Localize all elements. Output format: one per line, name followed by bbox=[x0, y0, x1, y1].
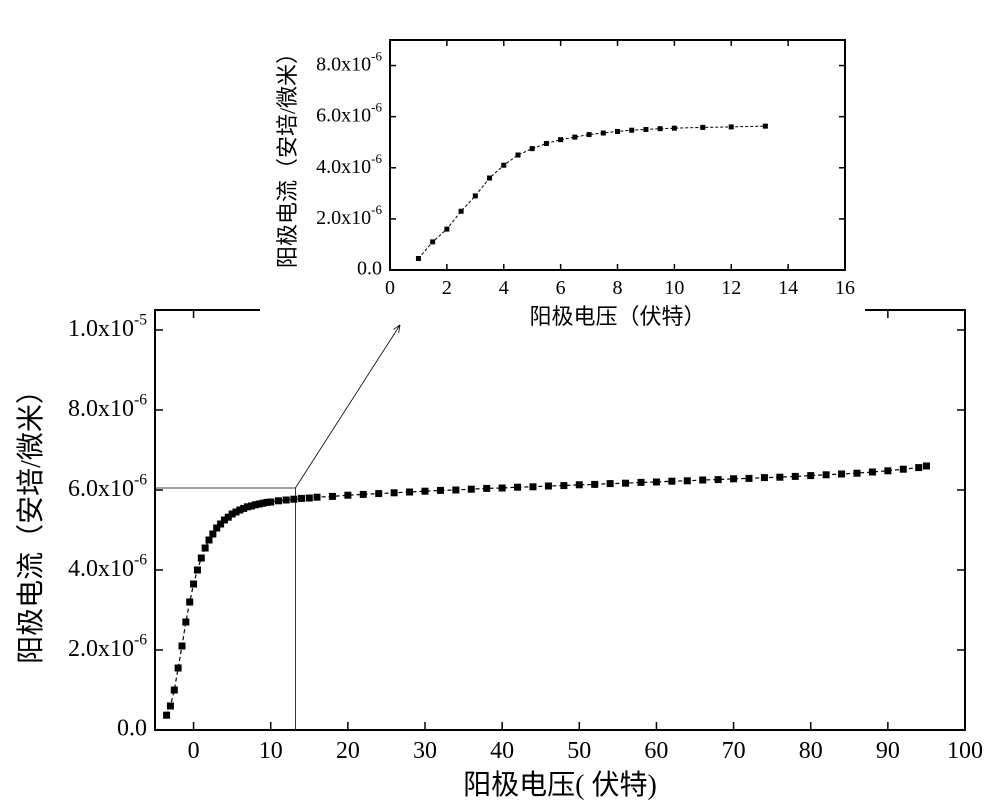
svg-text:60: 60 bbox=[644, 738, 668, 764]
svg-text:14: 14 bbox=[778, 277, 798, 299]
svg-text:2.0x10-6: 2.0x10-6 bbox=[68, 631, 147, 662]
svg-text:40: 40 bbox=[490, 738, 514, 764]
svg-text:2: 2 bbox=[442, 277, 452, 299]
svg-text:0: 0 bbox=[188, 738, 200, 764]
svg-text:20: 20 bbox=[336, 738, 360, 764]
svg-text:8: 8 bbox=[613, 277, 623, 299]
svg-text:阳极电流（安培/微米）: 阳极电流（安培/微米） bbox=[15, 376, 47, 664]
svg-text:30: 30 bbox=[413, 738, 437, 764]
svg-text:0.0: 0.0 bbox=[357, 258, 382, 280]
chart-container: { "canvas": { "width": 1000, "height": 8… bbox=[0, 0, 1000, 805]
svg-text:12: 12 bbox=[721, 277, 741, 299]
svg-text:阳极电压（伏特）: 阳极电压（伏特） bbox=[529, 304, 705, 329]
svg-text:0: 0 bbox=[385, 277, 395, 299]
svg-text:阳极电流（安培/微米）: 阳极电流（安培/微米） bbox=[275, 42, 300, 268]
svg-text:90: 90 bbox=[876, 738, 900, 764]
chart-svg: 01020304050607080901000.02.0x10-64.0x10-… bbox=[0, 0, 1000, 805]
svg-text:阳极电压( 伏特): 阳极电压( 伏特) bbox=[463, 769, 657, 801]
svg-text:10: 10 bbox=[664, 277, 684, 299]
svg-text:80: 80 bbox=[799, 738, 823, 764]
svg-text:6.0x10-6: 6.0x10-6 bbox=[68, 471, 147, 502]
svg-text:1.0x10-5: 1.0x10-5 bbox=[68, 311, 147, 342]
svg-text:0.0: 0.0 bbox=[117, 716, 147, 742]
svg-text:4: 4 bbox=[499, 277, 509, 299]
svg-text:8.0x10-6: 8.0x10-6 bbox=[68, 391, 147, 422]
svg-text:10: 10 bbox=[259, 738, 283, 764]
svg-text:70: 70 bbox=[722, 738, 746, 764]
svg-text:50: 50 bbox=[567, 738, 591, 764]
svg-text:16: 16 bbox=[835, 277, 855, 299]
svg-text:6: 6 bbox=[556, 277, 566, 299]
svg-text:100: 100 bbox=[947, 738, 983, 764]
svg-text:4.0x10-6: 4.0x10-6 bbox=[68, 551, 147, 582]
